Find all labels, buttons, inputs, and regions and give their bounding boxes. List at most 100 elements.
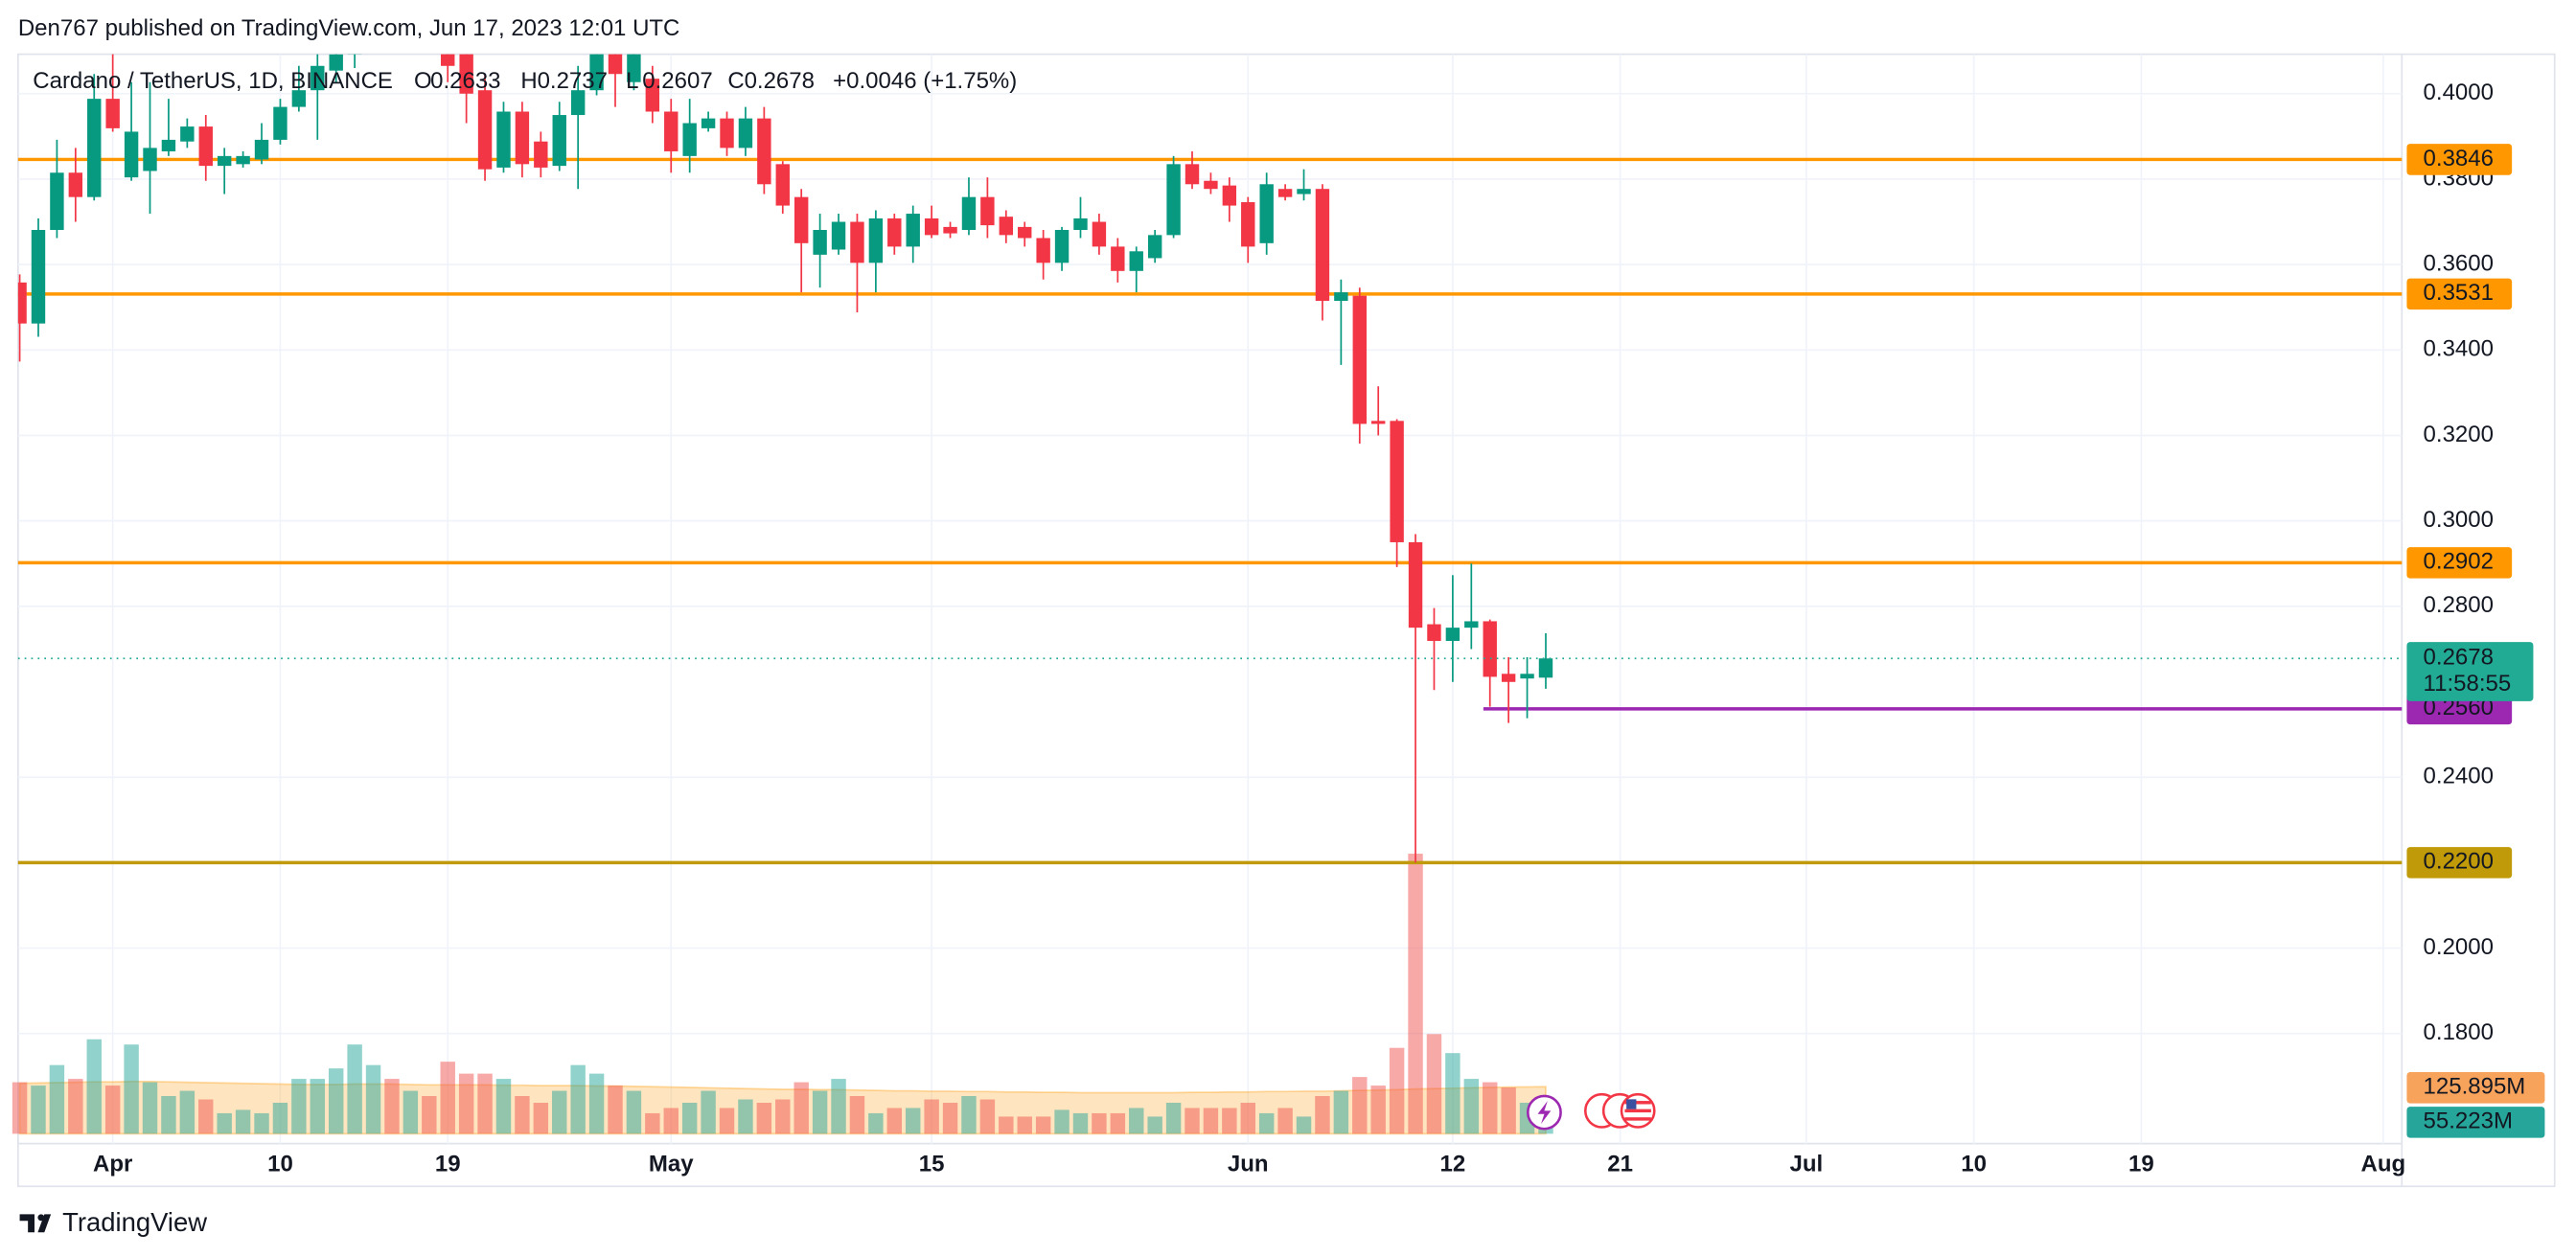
candle-body	[161, 139, 176, 151]
volume-bar	[552, 1090, 567, 1134]
level-label-bg	[2406, 144, 2513, 175]
candle-body	[217, 155, 232, 167]
candle-body	[1166, 164, 1181, 236]
candle-body	[50, 172, 64, 231]
x-tick-label: 19	[2128, 1151, 2154, 1177]
candle-body	[1073, 217, 1088, 231]
volume-bar	[161, 1096, 176, 1134]
legend-value: 0.2737	[538, 68, 608, 94]
candle-body	[961, 196, 977, 231]
legend-value: 0.2633	[430, 68, 500, 94]
candle-body	[1184, 164, 1200, 185]
candles	[17, 54, 1553, 863]
volume-bar	[1092, 1112, 1107, 1134]
volume-bar	[533, 1103, 549, 1134]
candle-body	[236, 155, 250, 165]
candle-body	[701, 118, 716, 128]
volume-bar	[402, 1090, 419, 1134]
y-tick-label: 0.2000	[2424, 934, 2494, 960]
candle-body	[552, 115, 566, 167]
candle-body	[627, 54, 641, 82]
volume-bar	[626, 1090, 642, 1134]
levels	[17, 157, 2403, 865]
volume-bar	[384, 1079, 400, 1134]
volume-bar	[1296, 1116, 1312, 1134]
volume-bar	[588, 1073, 605, 1134]
volume-bar	[422, 1096, 437, 1134]
y-tick-label: 0.3400	[2424, 336, 2494, 362]
legend-value: 0.2678	[745, 68, 815, 94]
candle-body	[198, 126, 213, 167]
candle-body	[180, 126, 195, 142]
candle-body	[1111, 246, 1125, 271]
volume-bar	[272, 1103, 288, 1134]
candle-body	[1018, 226, 1032, 239]
volume-bar	[1054, 1109, 1070, 1134]
lightning	[1537, 1101, 1552, 1125]
level-label-bg	[2406, 847, 2513, 879]
volume-bar	[794, 1082, 809, 1134]
publisher: Den767 published on TradingView.com, Jun…	[18, 15, 680, 41]
candle-body	[682, 123, 697, 156]
volume-bar	[365, 1064, 381, 1134]
volume-bar	[124, 1044, 139, 1134]
candle-body	[1129, 251, 1143, 271]
volume-bar	[1035, 1116, 1051, 1134]
x-tick-label: Jul	[1790, 1151, 1824, 1177]
candle-body	[143, 148, 157, 171]
volume-bar	[942, 1103, 958, 1134]
candle-body	[1315, 189, 1330, 302]
candle-body	[645, 79, 660, 112]
level-label: 0.2200	[2424, 849, 2494, 875]
volume-bar	[831, 1079, 846, 1134]
candle-body	[1483, 621, 1497, 677]
candle-body	[87, 99, 102, 197]
volume-bar	[1501, 1087, 1516, 1134]
volume-bar	[775, 1099, 791, 1134]
y-tick-label: 0.3200	[2424, 422, 2494, 447]
candle-body	[273, 106, 288, 140]
volume-bar	[1184, 1108, 1200, 1134]
candle-body	[850, 221, 864, 263]
candle-body	[1204, 180, 1218, 190]
level-label: 0.3846	[2424, 146, 2494, 171]
volume-bar	[608, 1086, 623, 1134]
volume-bar	[645, 1112, 660, 1134]
level-label: 0.2902	[2424, 549, 2494, 575]
candle-body	[831, 221, 846, 250]
volume-bar	[440, 1062, 455, 1134]
legend-key: C	[727, 68, 744, 94]
volume-bar	[570, 1064, 586, 1134]
volume-bar	[328, 1068, 344, 1134]
volume-bar	[1203, 1108, 1219, 1134]
volume-bar	[12, 1082, 28, 1134]
x-tick-label: May	[649, 1151, 694, 1177]
volume-bar	[104, 1086, 121, 1134]
candle-body	[1036, 238, 1050, 263]
candle-body	[775, 164, 790, 206]
volume-bar	[86, 1039, 102, 1134]
volume-bar	[458, 1073, 474, 1134]
candle-body	[17, 282, 27, 324]
volume-bar	[1110, 1112, 1126, 1134]
x-tick-label: 15	[919, 1151, 945, 1177]
candle-body	[1371, 421, 1386, 424]
volume-bar	[1389, 1047, 1405, 1134]
symbol-title: Cardano / TetherUS, 1D, BINANCE	[33, 68, 393, 94]
volume-bar	[681, 1103, 698, 1134]
candle-body	[1352, 295, 1367, 424]
legend-key: O	[414, 68, 432, 94]
candle-body	[477, 90, 493, 170]
candle-body	[1277, 189, 1293, 197]
volume-bar	[1352, 1077, 1368, 1134]
candle-body	[589, 54, 604, 91]
volume-bar	[49, 1064, 65, 1134]
candle-body	[329, 54, 343, 71]
candle-body	[1054, 230, 1070, 263]
candle-body	[1147, 235, 1162, 259]
volume-pane	[12, 854, 1553, 1135]
y-tick-label: 0.1800	[2424, 1019, 2494, 1045]
volume-bar	[979, 1099, 996, 1134]
candle-body	[868, 217, 884, 263]
